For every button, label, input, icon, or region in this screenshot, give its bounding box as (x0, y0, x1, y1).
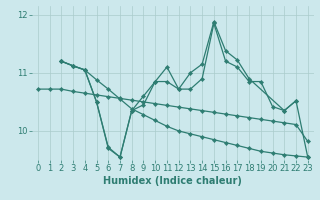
X-axis label: Humidex (Indice chaleur): Humidex (Indice chaleur) (103, 176, 242, 186)
